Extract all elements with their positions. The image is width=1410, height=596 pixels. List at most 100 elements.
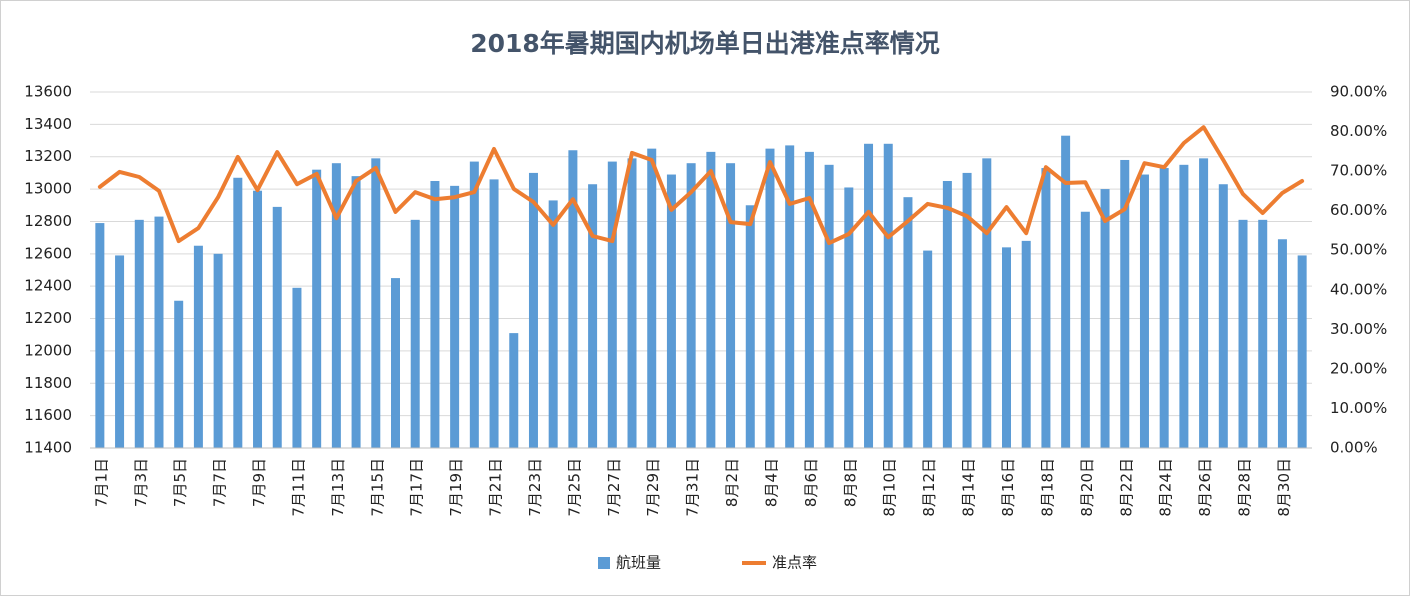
bar bbox=[410, 219, 420, 448]
y2-tick-label: 40.00% bbox=[1330, 280, 1387, 298]
x-tick-label: 8月4日 bbox=[762, 458, 780, 507]
bar bbox=[391, 278, 400, 448]
x-tick-label: 8月16日 bbox=[999, 458, 1017, 517]
bar bbox=[1297, 255, 1307, 448]
x-tick-label: 7月15日 bbox=[368, 458, 386, 517]
x-tick-label: 8月20日 bbox=[1078, 458, 1096, 517]
bar bbox=[666, 174, 676, 448]
x-tick-label: 8月12日 bbox=[920, 458, 938, 517]
bar bbox=[1041, 168, 1051, 448]
x-tick-label: 7月1日 bbox=[92, 458, 110, 507]
bar bbox=[272, 206, 282, 448]
y-tick-label: 12400 bbox=[24, 277, 72, 295]
bar bbox=[1159, 168, 1169, 448]
bar bbox=[1179, 164, 1189, 448]
bar bbox=[351, 176, 361, 449]
bar bbox=[154, 216, 164, 448]
bar bbox=[864, 143, 874, 449]
bar bbox=[647, 148, 657, 449]
chart-title: 2018年暑期国内机场单日出港准点率情况 bbox=[470, 29, 940, 58]
x-tick-label: 7月19日 bbox=[447, 458, 465, 517]
y-tick-label: 12200 bbox=[24, 309, 72, 327]
bar bbox=[1139, 174, 1149, 448]
bar bbox=[1080, 211, 1090, 448]
bar bbox=[371, 158, 381, 448]
bar bbox=[568, 150, 578, 448]
x-tick-label: 8月10日 bbox=[881, 458, 899, 517]
bar bbox=[233, 177, 243, 448]
bar bbox=[1100, 189, 1110, 448]
bar bbox=[1061, 135, 1071, 448]
x-tick-label: 8月14日 bbox=[960, 458, 978, 517]
bar bbox=[469, 161, 479, 448]
bar bbox=[174, 300, 184, 448]
y-tick-label: 11800 bbox=[24, 374, 72, 392]
x-tick-label: 8月28日 bbox=[1236, 458, 1254, 517]
bar bbox=[528, 172, 538, 448]
y-tick-label: 12000 bbox=[24, 341, 72, 359]
bar bbox=[489, 179, 499, 448]
x-tick-label: 7月29日 bbox=[644, 458, 662, 517]
bar bbox=[982, 158, 992, 448]
bar bbox=[607, 161, 617, 448]
bar bbox=[1199, 158, 1209, 448]
x-tick-label: 8月24日 bbox=[1157, 458, 1175, 517]
y-tick-label: 13000 bbox=[24, 180, 72, 198]
bar bbox=[962, 172, 972, 448]
bar bbox=[450, 185, 460, 448]
x-tick-label: 7月13日 bbox=[329, 458, 347, 517]
y2-tick-label: 50.00% bbox=[1330, 241, 1387, 259]
bar bbox=[1120, 159, 1130, 449]
bar bbox=[1277, 239, 1287, 448]
y2-tick-label: 0.00% bbox=[1330, 439, 1378, 457]
bar bbox=[588, 184, 598, 448]
y2-tick-label: 10.00% bbox=[1330, 399, 1387, 417]
y2-tick-label: 60.00% bbox=[1330, 201, 1387, 219]
bar bbox=[331, 163, 341, 448]
bar bbox=[430, 181, 440, 448]
x-tick-label: 8月26日 bbox=[1196, 458, 1214, 517]
y-tick-label: 12800 bbox=[24, 212, 72, 230]
bar bbox=[923, 250, 933, 448]
bar bbox=[627, 158, 637, 448]
bar bbox=[804, 151, 814, 448]
x-tick-label: 8月8日 bbox=[841, 458, 859, 507]
x-tick-label: 7月27日 bbox=[605, 458, 623, 517]
x-tick-label: 8月6日 bbox=[802, 458, 820, 507]
bar bbox=[193, 245, 203, 448]
bar bbox=[1258, 219, 1268, 448]
bar bbox=[706, 151, 716, 448]
bar bbox=[312, 169, 322, 448]
rate-line bbox=[97, 125, 1305, 246]
x-tick-label: 7月5日 bbox=[171, 458, 189, 507]
bar bbox=[1238, 219, 1248, 448]
bar bbox=[115, 255, 125, 448]
bar bbox=[844, 187, 854, 449]
bar bbox=[726, 163, 736, 448]
bar bbox=[292, 287, 302, 448]
legend-swatch bbox=[598, 557, 610, 569]
bar bbox=[824, 164, 834, 448]
x-tick-label: 8月30日 bbox=[1275, 458, 1293, 517]
bar bbox=[548, 200, 558, 448]
x-tick-label: 7月11日 bbox=[289, 458, 307, 517]
bar bbox=[785, 145, 795, 448]
x-tick-label: 7月17日 bbox=[408, 458, 426, 517]
bar bbox=[1021, 240, 1031, 448]
y-tick-label: 11400 bbox=[24, 439, 72, 457]
y2-tick-label: 30.00% bbox=[1330, 320, 1387, 338]
bar bbox=[1218, 184, 1228, 448]
bar bbox=[686, 163, 696, 448]
y2-tick-label: 20.00% bbox=[1330, 359, 1387, 377]
bar bbox=[213, 253, 223, 448]
y-tick-label: 11600 bbox=[24, 406, 72, 424]
y2-tick-label: 80.00% bbox=[1330, 122, 1387, 140]
legend-label: 航班量 bbox=[616, 554, 661, 572]
y-tick-label: 12600 bbox=[24, 244, 72, 262]
legend-label: 准点率 bbox=[772, 554, 817, 572]
x-tick-label: 7月25日 bbox=[565, 458, 583, 517]
x-tick-label: 7月9日 bbox=[250, 458, 268, 507]
bar bbox=[883, 143, 893, 449]
x-tick-label: 7月31日 bbox=[684, 458, 702, 517]
bar bbox=[253, 190, 263, 448]
